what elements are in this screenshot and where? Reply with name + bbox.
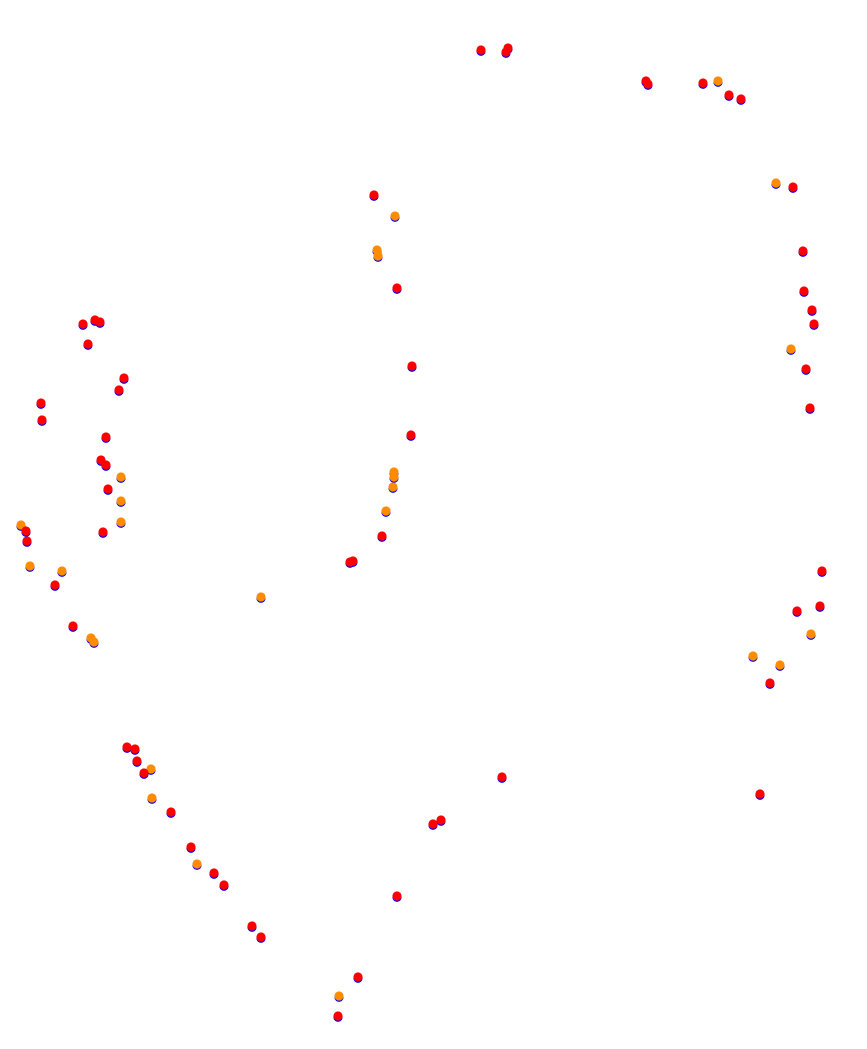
data-point-orange bbox=[116, 496, 126, 506]
data-point-orange bbox=[116, 472, 126, 482]
data-point-red bbox=[78, 319, 88, 329]
data-point-red bbox=[22, 536, 32, 546]
data-point-orange bbox=[713, 76, 723, 86]
data-point-red bbox=[736, 94, 746, 104]
data-point-red bbox=[641, 76, 651, 86]
data-point-red bbox=[83, 339, 93, 349]
data-point-red bbox=[122, 742, 132, 752]
data-point-red bbox=[333, 1011, 343, 1021]
data-point-red bbox=[101, 432, 111, 442]
data-point-red bbox=[256, 932, 266, 942]
top-series bbox=[16, 43, 827, 1021]
data-point-red bbox=[392, 891, 402, 901]
data-point-red bbox=[37, 415, 47, 425]
data-point-red bbox=[96, 455, 106, 465]
data-point-red bbox=[166, 807, 176, 817]
data-point-red bbox=[348, 556, 358, 566]
data-point-red bbox=[68, 621, 78, 631]
data-point-orange bbox=[775, 660, 785, 670]
data-point-red bbox=[724, 90, 734, 100]
data-point-red bbox=[698, 78, 708, 88]
data-point-orange bbox=[116, 517, 126, 527]
data-point-red bbox=[50, 580, 60, 590]
data-point-red bbox=[95, 317, 105, 327]
data-point-red bbox=[476, 45, 486, 55]
data-point-orange bbox=[381, 506, 391, 516]
data-point-red bbox=[817, 566, 827, 576]
data-point-orange bbox=[786, 344, 796, 354]
data-point-orange bbox=[390, 211, 400, 221]
data-point-red bbox=[801, 364, 811, 374]
data-point-orange bbox=[25, 561, 35, 571]
data-point-red bbox=[807, 305, 817, 315]
data-point-red bbox=[792, 606, 802, 616]
data-point-red bbox=[436, 815, 446, 825]
data-point-orange bbox=[146, 764, 156, 774]
data-point-red bbox=[353, 972, 363, 982]
data-point-orange bbox=[86, 633, 96, 643]
data-point-red bbox=[497, 772, 507, 782]
data-point-red bbox=[377, 531, 387, 541]
data-point-red bbox=[392, 283, 402, 293]
data-point-orange bbox=[334, 991, 344, 1001]
data-point-red bbox=[119, 373, 129, 383]
data-point-red bbox=[755, 789, 765, 799]
data-point-red bbox=[369, 190, 379, 200]
data-point-red bbox=[809, 319, 819, 329]
data-point-red bbox=[186, 842, 196, 852]
data-point-red bbox=[114, 385, 124, 395]
data-point-red bbox=[103, 484, 113, 494]
data-point-red bbox=[36, 398, 46, 408]
data-point-red bbox=[799, 286, 809, 296]
data-point-orange bbox=[57, 566, 67, 576]
data-point-orange bbox=[771, 178, 781, 188]
data-point-orange bbox=[389, 467, 399, 477]
data-point-red bbox=[219, 880, 229, 890]
data-point-red bbox=[247, 921, 257, 931]
data-point-orange bbox=[147, 793, 157, 803]
data-point-red bbox=[503, 43, 513, 53]
data-point-red bbox=[139, 768, 149, 778]
data-point-red bbox=[130, 744, 140, 754]
data-point-orange bbox=[748, 651, 758, 661]
data-point-orange bbox=[192, 859, 202, 869]
data-point-red bbox=[209, 868, 219, 878]
blue-series bbox=[16, 44, 827, 1022]
data-point-red bbox=[805, 403, 815, 413]
data-point-orange bbox=[256, 592, 266, 602]
data-point-red bbox=[132, 756, 142, 766]
data-point-orange bbox=[372, 245, 382, 255]
data-point-orange bbox=[806, 629, 816, 639]
data-point-red bbox=[98, 527, 108, 537]
data-point-orange bbox=[388, 482, 398, 492]
data-point-red bbox=[21, 526, 31, 536]
data-point-red bbox=[788, 182, 798, 192]
data-point-red bbox=[406, 430, 416, 440]
data-point-red bbox=[765, 678, 775, 688]
data-point-red bbox=[798, 246, 808, 256]
data-point-red bbox=[407, 361, 417, 371]
data-point-red bbox=[428, 819, 438, 829]
data-point-red bbox=[815, 601, 825, 611]
